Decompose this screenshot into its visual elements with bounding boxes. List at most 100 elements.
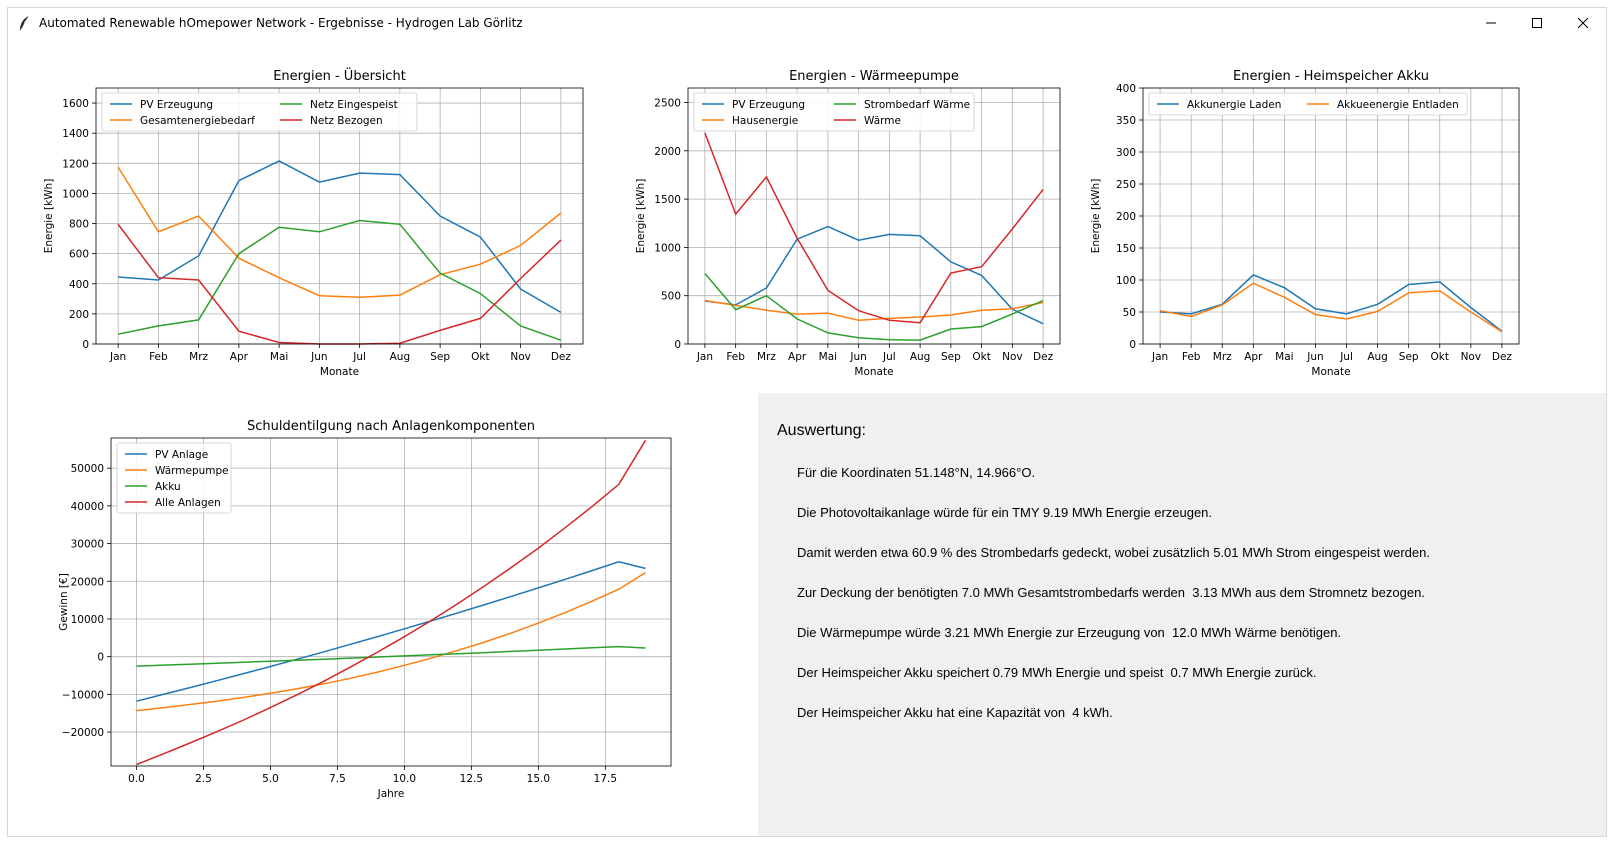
y-tick-label: 1400	[62, 128, 89, 140]
y-tick-label: 250	[1116, 179, 1136, 191]
y-tick-label: 100	[1116, 275, 1136, 287]
series-line	[117, 166, 562, 299]
y-tick-label: 1500	[654, 194, 681, 206]
y-tick-label: 350	[1116, 115, 1136, 127]
auswertung-line: Die Photovoltaikanlage würde für ein TMY…	[797, 505, 1213, 520]
legend-label: PV Anlage	[155, 449, 208, 461]
series-line	[1159, 282, 1503, 333]
x-tick-label: Jul	[882, 351, 896, 363]
y-tick-label: 400	[1116, 83, 1136, 95]
y-tick-label: 150	[1116, 243, 1136, 255]
y-tick-label: 800	[69, 219, 89, 231]
legend-box	[101, 92, 418, 132]
y-tick-label: 2000	[654, 146, 681, 158]
y-axis-label: Energie [kWh]	[635, 179, 647, 254]
x-tick-label: Jan	[696, 351, 713, 363]
x-tick-label: Jun	[310, 351, 327, 363]
x-tick-label: Feb	[1182, 351, 1201, 363]
legend-label: Wärmepumpe	[155, 465, 229, 477]
series-line	[704, 273, 1044, 341]
y-tick-label: 10000	[71, 614, 104, 626]
x-tick-label: 2.5	[195, 773, 212, 785]
feather-icon	[19, 16, 29, 31]
x-tick-label: 10.0	[393, 773, 416, 785]
x-tick-label: Nov	[1002, 351, 1023, 363]
x-axis-label: Monate	[320, 366, 359, 378]
auswertung-line: Der Heimspeicher Akku speichert 0.79 MWh…	[797, 665, 1317, 680]
y-tick-label: 2500	[654, 97, 681, 109]
series-line	[117, 219, 562, 341]
series-line	[136, 561, 646, 702]
x-tick-label: Aug	[390, 351, 411, 363]
x-tick-label: Apr	[1244, 351, 1263, 363]
legend-label: Akkueenergie Entladen	[1337, 99, 1459, 111]
x-tick-label: Dez	[1033, 351, 1054, 363]
title-bar: Automated Renewable hOmepower Network - …	[8, 8, 1606, 38]
series-line	[136, 439, 647, 766]
plot-frame	[687, 87, 1061, 345]
legend-label: Wärme	[864, 115, 901, 127]
plot-frame	[95, 87, 584, 345]
auswertung-panel: Auswertung: Für die Koordinaten 51.148°N…	[758, 393, 1606, 836]
chart-schuldentilgung: 0.0 2.5 5.0 7.5 10.0 12.5 15.0 17.5 −20000 −10000…	[58, 419, 672, 800]
legend-label: Hausenergie	[732, 115, 798, 127]
close-button[interactable]	[1560, 8, 1606, 38]
x-tick-label: 15.0	[527, 773, 550, 785]
y-tick-label: 300	[1116, 147, 1136, 159]
x-tick-label: Okt	[972, 351, 990, 363]
chart-title: Energien - Heimspeicher Akku	[1233, 69, 1429, 84]
x-tick-label: Sep	[430, 351, 450, 363]
y-tick-label: 1000	[654, 242, 681, 254]
x-tick-label: Jul	[1339, 351, 1353, 363]
legend-label: Alle Anlagen	[155, 497, 221, 509]
x-tick-label: Feb	[726, 351, 745, 363]
legend-label: Akkunergie Laden	[1187, 99, 1281, 111]
y-axis-label: Energie [kWh]	[43, 179, 55, 254]
x-tick-label: Feb	[149, 351, 168, 363]
y-tick-label: 0	[1129, 339, 1136, 351]
x-tick-label: Jan	[1151, 351, 1168, 363]
x-tick-label: Jan	[109, 351, 126, 363]
x-tick-label: Apr	[230, 351, 249, 363]
x-tick-label: Mai	[1275, 351, 1293, 363]
y-axis-label: Energie [kWh]	[1090, 179, 1102, 254]
x-tick-label: Mai	[819, 351, 837, 363]
auswertung-line: Damit werden etwa 60.9 % des Strombedarf…	[797, 545, 1430, 560]
auswertung-heading: Auswertung:	[777, 422, 866, 439]
legend-label: Netz Bezogen	[310, 115, 383, 127]
x-tick-label: Aug	[1367, 351, 1388, 363]
x-tick-label: 7.5	[329, 773, 346, 785]
y-tick-label: 50000	[71, 463, 104, 475]
minimize-button[interactable]	[1468, 8, 1514, 38]
y-tick-label: 1600	[62, 98, 89, 110]
series-line	[704, 299, 1044, 322]
x-tick-label: Dez	[1492, 351, 1513, 363]
app-window: Automated Renewable hOmepower Network - …	[7, 7, 1607, 837]
minimize-icon	[1486, 22, 1496, 24]
plot-frame	[110, 437, 672, 767]
y-tick-label: 600	[69, 249, 89, 261]
window-title: Automated Renewable hOmepower Network - …	[39, 16, 523, 30]
y-tick-label: 200	[69, 309, 89, 321]
chart-title: Schuldentilgung nach Anlagenkomponenten	[247, 419, 535, 434]
x-tick-label: 5.0	[262, 773, 279, 785]
y-tick-label: 50	[1123, 307, 1136, 319]
x-tick-label: Nov	[510, 351, 531, 363]
y-tick-label: 30000	[71, 539, 104, 551]
x-tick-label: Okt	[471, 351, 489, 363]
x-tick-label: 0.0	[128, 773, 145, 785]
y-tick-label: 200	[1116, 211, 1136, 223]
y-tick-label: 500	[661, 291, 681, 303]
auswertung-line: Zur Deckung der benötigten 7.0 MWh Gesam…	[797, 585, 1425, 600]
maximize-button[interactable]	[1514, 8, 1560, 38]
auswertung-line: Für die Koordinaten 51.148°N, 14.966°O.	[797, 465, 1036, 480]
x-tick-label: Mrz	[189, 351, 208, 363]
y-tick-label: −20000	[62, 727, 104, 739]
x-tick-label: Mai	[270, 351, 288, 363]
x-axis-label: Jahre	[377, 788, 405, 800]
x-tick-label: Dez	[551, 351, 572, 363]
x-tick-label: Apr	[788, 351, 807, 363]
maximize-icon	[1532, 18, 1542, 28]
series-line	[1160, 274, 1503, 332]
series-line	[136, 645, 646, 667]
